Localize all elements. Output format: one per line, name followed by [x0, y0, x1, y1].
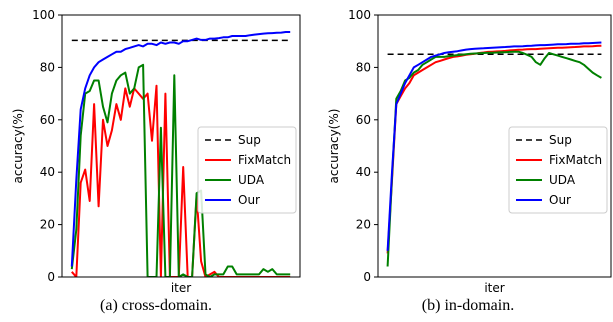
y-tick-label: 0 — [47, 270, 55, 284]
series-line-our — [386, 41, 602, 251]
y-axis-label: accuracy(%) — [327, 109, 341, 184]
y-tick-label: 40 — [40, 165, 55, 179]
series-group — [70, 31, 291, 277]
x-axis-label: iter — [171, 281, 191, 295]
series-line-uda — [386, 50, 602, 267]
chart-panel-2: 0 20 40 60 80 100 accuracy(%) iter Sup FixMatch UD… — [327, 8, 612, 295]
legend-label-sup: Sup — [238, 133, 261, 147]
caption-cross-domain: (a) cross-domain. — [100, 297, 212, 314]
y-tick-label: 100 — [32, 8, 55, 22]
legend-label-sup: Sup — [549, 133, 572, 147]
y-axis-label: accuracy(%) — [11, 109, 25, 184]
y-tick-label: 80 — [40, 60, 55, 74]
y-tick-label: 40 — [356, 165, 371, 179]
legend-label-uda: UDA — [238, 173, 265, 187]
y-tick-label: 60 — [356, 113, 371, 127]
legend: Sup FixMatch UDA Our — [197, 126, 297, 214]
legend-box — [508, 126, 608, 214]
y-tick-label: 0 — [363, 270, 371, 284]
y-tick-label: 80 — [356, 60, 371, 74]
y-tick-label: 20 — [356, 218, 371, 232]
plot-frame — [377, 14, 612, 278]
legend-label-our: Our — [238, 193, 260, 207]
series-group — [386, 41, 602, 267]
legend: Sup FixMatch UDA Our — [508, 126, 608, 214]
series-line-fixmatch — [71, 84, 291, 277]
chart-panel-1: 0 20 40 60 80 100 accuracy(%) iter Sup FixMatch UD… — [11, 8, 301, 295]
series-line-uda — [70, 63, 291, 277]
y-tick-label: 60 — [40, 113, 55, 127]
legend-label-fixmatch: FixMatch — [238, 153, 291, 167]
legend-box — [197, 126, 297, 214]
x-axis-label: iter — [484, 281, 504, 295]
series-line-fixmatch — [386, 44, 602, 254]
legend-label-fixmatch: FixMatch — [549, 153, 602, 167]
legend-label-our: Our — [549, 193, 571, 207]
series-line-our — [70, 31, 291, 267]
plot-frame — [61, 14, 301, 278]
y-tick-label: 100 — [348, 8, 371, 22]
y-tick-label: 20 — [40, 218, 55, 232]
caption-in-domain: (b) in-domain. — [421, 297, 515, 314]
legend-label-uda: UDA — [549, 173, 576, 187]
